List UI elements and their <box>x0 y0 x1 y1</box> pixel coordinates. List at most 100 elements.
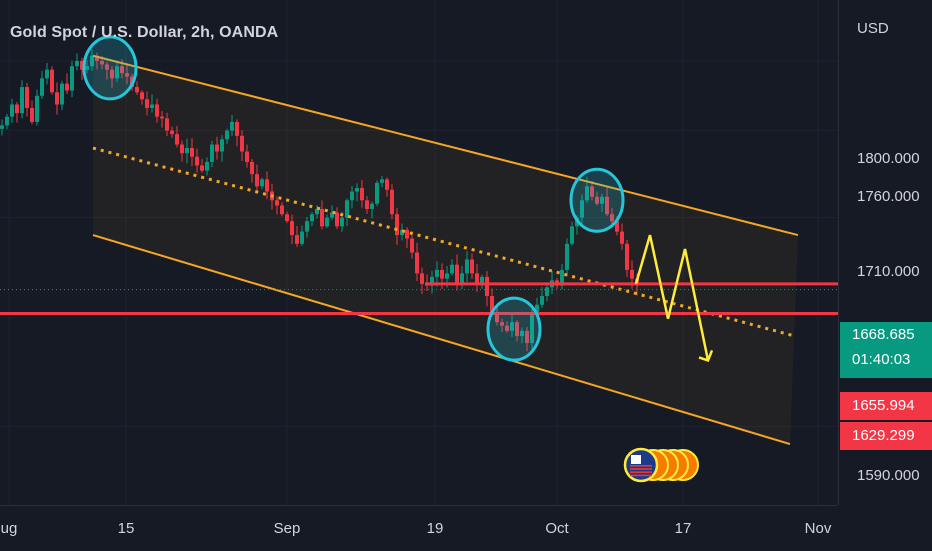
candle <box>110 69 114 79</box>
candle <box>400 229 404 236</box>
time-axis[interactable]: ug 15 Sep 19 Oct 17 Nov <box>0 505 838 551</box>
candle <box>135 87 139 93</box>
candle <box>265 179 269 192</box>
channel-lower-line <box>92 234 791 446</box>
highlight-circle <box>486 296 542 362</box>
current-price-value: 1668.685 <box>852 326 915 343</box>
candle <box>250 161 254 175</box>
candle <box>100 60 104 65</box>
level-price-badge: 1629.299 <box>840 422 932 450</box>
candle <box>50 69 54 93</box>
us-flag-stripe <box>630 471 652 473</box>
candle <box>85 66 89 70</box>
candle <box>510 322 514 331</box>
candle <box>405 229 409 239</box>
candle <box>490 296 494 314</box>
candle <box>540 296 544 305</box>
level-price-badge: 1655.994 <box>840 392 932 420</box>
candle <box>190 148 194 157</box>
candle <box>335 212 339 227</box>
time-tick-label: 17 <box>674 520 692 537</box>
candle <box>350 191 354 201</box>
candle <box>55 92 59 105</box>
candle <box>435 269 439 277</box>
highlight-circle <box>569 167 625 233</box>
time-tick-label: Oct <box>545 520 569 537</box>
candle <box>530 313 534 344</box>
candle <box>0 125 4 129</box>
candle <box>535 304 539 314</box>
candle <box>410 238 414 253</box>
candle <box>220 139 224 152</box>
candle <box>5 116 9 126</box>
candle <box>495 313 499 323</box>
candle <box>150 104 154 108</box>
time-tick-label: 15 <box>117 520 135 537</box>
candle <box>165 118 169 131</box>
candle <box>560 269 564 286</box>
candle <box>90 55 94 67</box>
candle <box>45 69 49 79</box>
candle <box>240 135 244 152</box>
currency-label[interactable]: USD <box>857 20 889 37</box>
candle <box>185 148 189 154</box>
projection-arrowhead <box>698 350 714 363</box>
candle <box>255 174 259 187</box>
candle <box>205 161 209 171</box>
us-flag-stripe <box>630 465 652 467</box>
candle <box>365 200 369 209</box>
candle <box>105 64 109 70</box>
candle <box>10 104 14 117</box>
candle <box>200 165 204 171</box>
candle <box>65 83 69 91</box>
candle <box>210 144 214 162</box>
current-price-badge: 1668.685 01:40:03 <box>840 322 932 378</box>
candle <box>125 73 129 77</box>
price-axis[interactable]: USD 1800.000 1760.000 1710.000 1590.000 … <box>838 0 932 505</box>
candle <box>140 92 144 100</box>
time-tick-label: ug <box>0 520 18 537</box>
candle <box>355 188 359 192</box>
channel-median-line <box>92 146 796 338</box>
time-tick-label: Sep <box>273 520 301 537</box>
candle <box>235 121 239 136</box>
candle <box>460 273 464 284</box>
candle <box>275 200 279 206</box>
candle <box>195 156 199 166</box>
candle <box>480 276 484 284</box>
price-tick-label: 1760.000 <box>857 188 920 205</box>
candle <box>390 189 394 215</box>
candle <box>565 243 569 270</box>
candle <box>570 226 574 244</box>
candle <box>630 269 634 279</box>
candle <box>595 196 599 204</box>
candle <box>620 231 624 244</box>
candle <box>450 264 454 274</box>
candle <box>360 188 364 201</box>
candle <box>330 212 334 218</box>
candle <box>75 60 79 67</box>
time-tick-label: 19 <box>426 520 444 537</box>
chart-area[interactable]: Gold Spot / U.S. Dollar, 2h, OANDA <box>0 0 838 505</box>
candle <box>470 259 474 274</box>
candle <box>40 78 44 96</box>
candle <box>260 179 264 187</box>
candle <box>280 205 284 215</box>
candle <box>445 273 449 279</box>
candle <box>610 214 614 222</box>
candle <box>605 196 609 215</box>
candle <box>25 87 29 108</box>
candle <box>345 200 349 218</box>
projection-zigzag <box>634 234 710 361</box>
candle <box>310 214 314 222</box>
candle <box>145 99 149 108</box>
candle <box>525 330 529 344</box>
us-flag-stripe <box>630 468 652 470</box>
candle <box>340 217 344 227</box>
candle <box>395 214 399 236</box>
candle <box>35 95 39 122</box>
chart-plot[interactable] <box>0 0 838 505</box>
candle <box>285 214 289 222</box>
candle <box>230 121 234 131</box>
candle <box>295 235 299 244</box>
